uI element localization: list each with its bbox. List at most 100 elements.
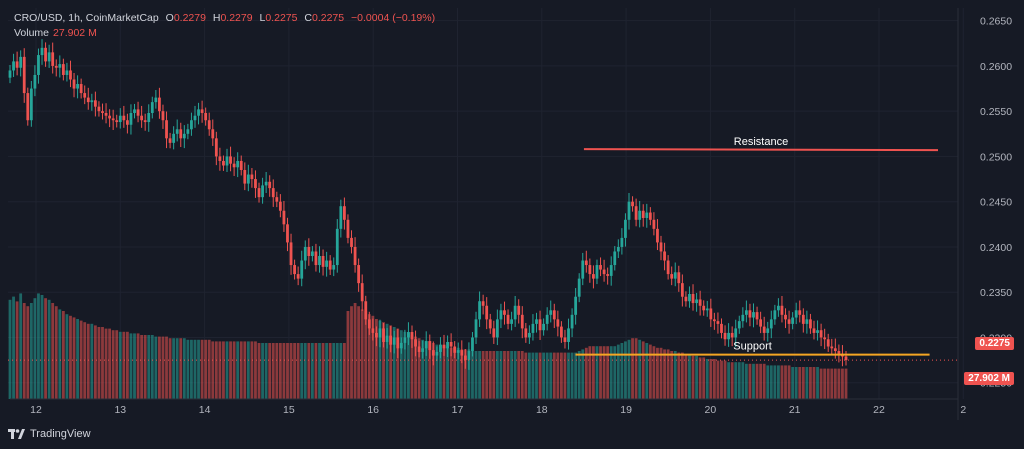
candle (58, 64, 62, 68)
volume-bar (581, 349, 585, 399)
volume-bar (442, 346, 446, 399)
volume-bar (784, 365, 787, 399)
volume-bar (780, 365, 784, 399)
volume-bar (193, 339, 197, 399)
volume-bar (471, 351, 474, 399)
volume-bar (549, 352, 553, 399)
volume-bar (236, 341, 240, 399)
volume-bar (453, 347, 457, 399)
volume-bar (563, 352, 567, 399)
candle (627, 201, 631, 220)
volume-bar (33, 298, 37, 399)
candle (652, 219, 656, 229)
candle (624, 219, 627, 238)
candle (125, 120, 129, 125)
volume-bar (261, 343, 264, 399)
volume-bar (271, 343, 275, 399)
volume-bar (755, 363, 759, 399)
candle (449, 341, 453, 347)
candle (495, 319, 499, 338)
volume-bar (830, 368, 834, 399)
volume-bar (460, 349, 464, 399)
candle (72, 79, 76, 89)
x-tick-label: 18 (536, 404, 548, 416)
candle (239, 160, 243, 171)
candle (552, 310, 556, 320)
candle (730, 332, 734, 338)
candle (837, 351, 841, 354)
candle (278, 201, 282, 211)
volume-bar (684, 354, 688, 399)
candle (599, 265, 602, 270)
candle (343, 206, 346, 220)
candle (456, 350, 460, 353)
volume-bar (19, 293, 23, 399)
candle (193, 115, 197, 121)
candle (777, 305, 780, 311)
x-tick-label: 13 (114, 404, 126, 416)
volume-bar (613, 346, 617, 399)
brand-label: TradingView (30, 428, 91, 440)
candle (538, 319, 542, 331)
volume-bar (47, 299, 51, 399)
volume-bar (513, 351, 517, 399)
volume-bar (656, 347, 659, 399)
candle (819, 330, 823, 338)
candle (353, 246, 357, 266)
candle (705, 308, 709, 311)
volume-bar (158, 336, 161, 399)
volume-bar (691, 355, 695, 399)
volume-bar (314, 343, 318, 399)
volume-bar (723, 360, 727, 399)
volume-bar (268, 343, 272, 399)
close-value: 0.2275 (311, 12, 345, 24)
volume-bar (182, 338, 186, 399)
volume-bar (431, 343, 435, 399)
volume-bar (168, 338, 172, 399)
volume-bar (104, 328, 108, 399)
change-value: −0.0004 (−0.19%) (351, 12, 436, 24)
volume-bar (133, 333, 136, 399)
candle (79, 84, 83, 94)
candle (175, 129, 179, 134)
volume-bar (150, 335, 154, 399)
candle (65, 70, 69, 75)
candle (367, 319, 371, 329)
volume-bar (698, 357, 702, 399)
volume-bar (286, 343, 289, 399)
volume-bar (424, 341, 428, 399)
candle (688, 294, 691, 302)
volume-bar (801, 367, 805, 399)
volume-bar (332, 343, 336, 399)
candle (741, 314, 745, 322)
volume-bar (819, 368, 823, 399)
volume-bar (435, 344, 439, 399)
volume-bar (823, 368, 827, 399)
candle (431, 350, 435, 356)
candle (780, 305, 784, 315)
candle (186, 129, 190, 134)
candle (570, 314, 574, 329)
tradingview-logo[interactable]: TradingView (8, 428, 91, 440)
candle (563, 337, 567, 342)
volume-bar (207, 339, 211, 399)
candle (734, 328, 738, 338)
high-label: H (212, 12, 221, 24)
volume-bar (492, 351, 496, 399)
volume-bar (602, 346, 606, 399)
candle (474, 319, 478, 338)
candle (172, 133, 176, 143)
volume-bar (122, 331, 126, 399)
volume-bar (407, 333, 410, 399)
volume-bar (154, 336, 158, 399)
volume-bar (467, 349, 471, 399)
candle (766, 328, 770, 333)
volume-bar (282, 343, 286, 399)
candle (115, 120, 119, 123)
y-tick-label: 0.2500 (980, 151, 1012, 163)
candle (684, 296, 688, 302)
y-tick-label: 0.2450 (980, 197, 1012, 209)
volume-bar (325, 343, 329, 399)
candle (524, 328, 528, 338)
